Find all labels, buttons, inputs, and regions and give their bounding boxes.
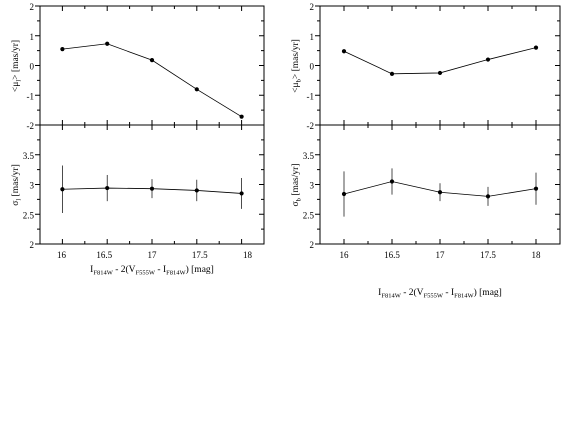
data-point: [194, 188, 199, 193]
y-tick-label: -2: [27, 121, 35, 131]
data-marks: [315, 5, 560, 126]
plot-frame: [39, 5, 265, 126]
y-tick-label: 3.5: [303, 151, 315, 161]
data-marks: [35, 5, 264, 126]
y-tick-label: 2: [30, 240, 35, 250]
y-tick-label: -1: [307, 91, 315, 101]
panel-top-right: 2 1 0 -1 -2 <μb> [mas/yr]: [291, 2, 561, 131]
y-axis-label: σl [mas/yr]: [11, 164, 23, 206]
panel-top-left: 2 1 0 -1 -2 <μl> [mas/yr]: [11, 2, 265, 131]
x-tick-label: 17.5: [480, 250, 496, 260]
y-tick-label: 2.5: [303, 210, 315, 220]
data-point: [239, 191, 244, 196]
data-marks: [35, 124, 264, 245]
y-tick-label: 0: [310, 62, 315, 72]
y-tick-label: 3: [30, 181, 35, 191]
data-point: [105, 41, 110, 46]
data-point: [105, 185, 110, 191]
y-tick-label: 2: [310, 2, 315, 12]
y-axis-label: σb [mas/yr]: [291, 164, 303, 207]
data-point: [60, 47, 65, 52]
y-tick-label: -1: [27, 91, 35, 101]
series-line: [343, 47, 537, 75]
y-tick-label: 2: [30, 2, 35, 12]
x-tick-label: 16.5: [96, 250, 112, 260]
y-axis-label: <μb> [mas/yr]: [291, 39, 303, 93]
data-point: [239, 114, 244, 119]
panel-bottom-left: 3.5 3 2.5 2 16 16.5 17 17.5 18 σl [mas/y…: [11, 124, 265, 277]
data-point: [389, 71, 395, 76]
data-point: [437, 190, 443, 195]
data-point: [149, 58, 155, 63]
data-point: [149, 186, 155, 191]
y-tick-label: 1: [310, 32, 315, 42]
y-tick-label: -2: [307, 121, 315, 131]
x-tick-label: 17: [148, 250, 158, 260]
y-axis-label: <μl> [mas/yr]: [11, 40, 23, 92]
data-point: [194, 87, 199, 92]
y-tick-label: 2.5: [23, 210, 35, 220]
data-marks: [315, 124, 560, 245]
plot-frame: [319, 5, 561, 126]
x-tick-label: 16: [340, 250, 350, 260]
panel-bottom-right: 3.5 3 2.5 2 16 16.5 17 17.5 18 σb [mas/y…: [291, 124, 561, 300]
y-tick-label: 3.5: [23, 151, 35, 161]
y-tick-label: 3: [310, 181, 315, 191]
data-point: [485, 57, 491, 62]
x-axis-label: IF814W - 2(VF555W - IF814W) [mag]: [378, 287, 502, 300]
data-point: [533, 186, 539, 191]
data-point: [341, 49, 347, 54]
y-tick-label: 0: [30, 62, 35, 72]
x-tick-label: 16.5: [384, 250, 400, 260]
x-tick-label: 18: [243, 250, 253, 260]
x-tick-label: 17: [436, 250, 446, 260]
data-point: [533, 45, 539, 50]
x-tick-label: 18: [532, 250, 542, 260]
data-point: [341, 191, 347, 197]
data-point: [389, 179, 395, 184]
data-point: [437, 70, 443, 76]
x-axis-label: IF814W - 2(VF555W - IF814W) [mag]: [90, 264, 214, 277]
x-tick-label: 16: [57, 250, 67, 260]
y-tick-label: 2: [310, 240, 315, 250]
x-tick-label: 17.5: [192, 250, 208, 260]
data-point: [60, 187, 65, 192]
series-line: [62, 43, 242, 118]
y-tick-label: 1: [30, 32, 35, 42]
data-point: [485, 194, 491, 199]
